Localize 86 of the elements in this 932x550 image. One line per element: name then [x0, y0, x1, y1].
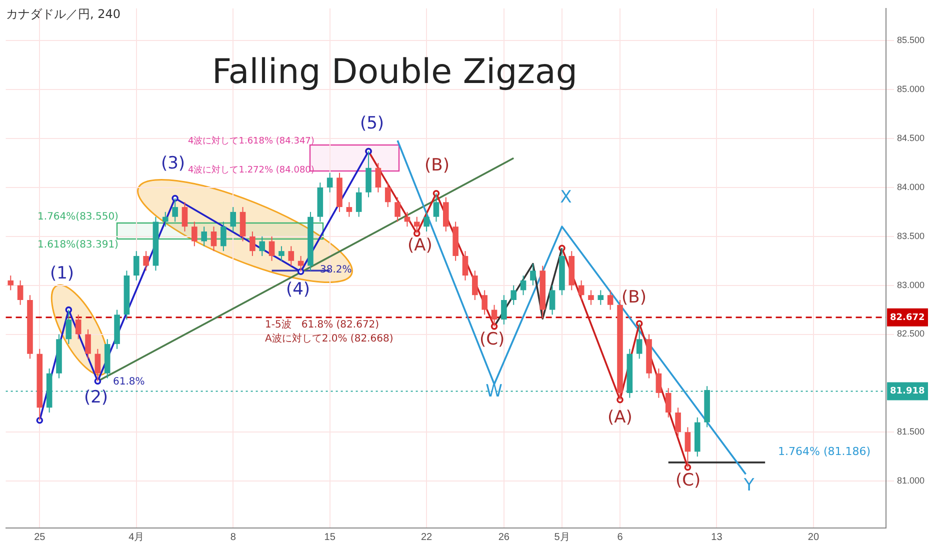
candlestick: [346, 202, 352, 218]
annotation: 61.8%: [113, 376, 145, 388]
candlestick: [268, 236, 275, 262]
candlestick: [549, 284, 556, 316]
x-tick-label: 25: [34, 532, 46, 543]
candlestick: [607, 290, 614, 310]
annotation: (3): [160, 153, 186, 174]
ref-line-label: 82.672: [890, 312, 925, 323]
annotation: (2): [84, 387, 108, 408]
x-tick-label: 4月: [128, 532, 144, 543]
annotation: (A): [408, 235, 432, 256]
candlestick: [472, 270, 478, 301]
candlestick: [8, 275, 14, 291]
candlestick: [230, 206, 236, 232]
x-tick-label: 6: [617, 532, 624, 543]
ref-line-label: 81.918: [890, 386, 925, 397]
annotation: (1): [50, 263, 74, 284]
candlestick: [201, 226, 207, 247]
annotation: 1.764% (81.186): [778, 444, 871, 458]
y-tick-label: 84.000: [897, 182, 925, 192]
candlestick: [482, 290, 488, 316]
candlestick: [220, 221, 226, 252]
candlestick: [530, 263, 536, 286]
x-tick-label: 5月: [554, 532, 570, 543]
candlestick: [394, 196, 400, 222]
candlestick: [501, 294, 507, 325]
y-tick-label: 82.500: [897, 328, 925, 339]
candlestick: [520, 275, 526, 296]
annotation: (C): [479, 329, 505, 350]
candlestick: [259, 236, 266, 256]
candlestick: [424, 211, 430, 232]
y-tick-label: 83.500: [897, 230, 925, 241]
candlestick: [85, 328, 91, 360]
candlestick: [675, 407, 681, 438]
y-tick-label: 81.000: [897, 476, 925, 486]
x-tick-label: 22: [420, 532, 433, 543]
annotation: X: [560, 187, 572, 208]
annotation: 1.764%(83.550): [38, 212, 119, 223]
candlestick: [375, 162, 382, 193]
candlestick: [162, 211, 168, 228]
candlestick: [588, 290, 594, 306]
annotation: 1-5波 61.8% (82.672): [265, 318, 380, 331]
text: Falling Double Zigzag: [212, 52, 578, 92]
y-tick-label: 83.000: [897, 280, 925, 290]
annotation: W: [486, 381, 503, 402]
annotation: (B): [622, 287, 646, 308]
candlestick: [278, 246, 284, 262]
candlestick: [326, 172, 333, 193]
annotation: Y: [742, 475, 755, 496]
candlestick: [578, 280, 584, 301]
y-tick-label: 81.500: [897, 426, 925, 437]
x-tick-label: 20: [808, 532, 820, 543]
x-tick-label: 15: [324, 532, 336, 543]
candlestick: [182, 202, 188, 232]
candlestick: [462, 250, 468, 281]
x-tick-label: 13: [711, 532, 723, 543]
candlestick: [17, 280, 24, 306]
candlestick: [250, 231, 256, 256]
candlestick: [210, 226, 217, 252]
annotation: 4波に対して1.618% (84.347): [188, 135, 314, 146]
x-tick-label: 8: [230, 532, 236, 543]
candlestick: [288, 246, 294, 266]
candlestick: [192, 221, 198, 247]
y-tick-label: 85.500: [897, 35, 925, 46]
annotation: 1.618%(83.391): [38, 240, 119, 251]
candlestick: [133, 250, 140, 281]
y-tick-label: 85.000: [897, 84, 925, 94]
y-tick-label: 84.500: [897, 133, 925, 144]
annotation: (B): [424, 155, 450, 176]
candlestick: [665, 388, 672, 418]
annotation: (C): [675, 470, 701, 490]
candlestick: [656, 368, 662, 398]
candlestick: [75, 314, 82, 340]
candlestick: [143, 250, 149, 272]
candlestick: [356, 186, 362, 218]
annotation: (A): [608, 407, 632, 428]
annotation: 38.2%: [320, 264, 352, 276]
chart-subtitle: カナダドル／円, 240: [6, 6, 121, 23]
annotation: (5): [360, 113, 384, 134]
annotation: (4): [286, 279, 310, 300]
candlestick: [510, 284, 517, 306]
candlestick: [384, 182, 391, 208]
annotation: A波に対して2.0% (82.668): [265, 332, 394, 345]
annotation: 4波に対して1.272% (84.080): [188, 164, 314, 176]
x-tick-label: 26: [498, 532, 510, 543]
candlestick: [598, 290, 604, 306]
